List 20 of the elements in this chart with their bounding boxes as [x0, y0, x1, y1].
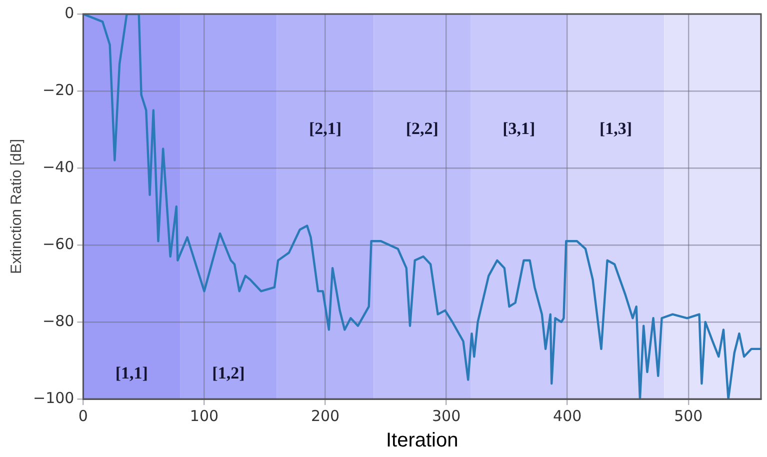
band-label: [3,1] [502, 118, 536, 138]
x-tick-label: 400 [553, 406, 582, 425]
x-tick-label: 500 [674, 406, 703, 425]
x-tick-label: 0 [78, 406, 88, 425]
band-label: [2,1] [308, 118, 342, 138]
x-tick-label: 200 [310, 406, 340, 425]
x-axis-title: Iteration [386, 430, 458, 452]
y-tick-label: −80 [42, 312, 74, 330]
band-label: [1,2] [212, 363, 245, 382]
x-tick-label: 100 [190, 406, 219, 425]
band-label: [1,3] [599, 118, 632, 138]
x-tick-label: 300 [432, 406, 461, 425]
y-tick-label: −100 [32, 388, 74, 407]
band-label: [2,2] [406, 118, 438, 138]
y-tick-label: −20 [42, 80, 74, 99]
band-label: [1,1] [115, 363, 148, 382]
y-tick-label: −40 [42, 158, 74, 176]
y-axis-title: Extinction Ratio [dB] [8, 138, 26, 274]
y-tick-label: 0 [64, 4, 74, 22]
y-tick-label: −60 [42, 234, 74, 253]
